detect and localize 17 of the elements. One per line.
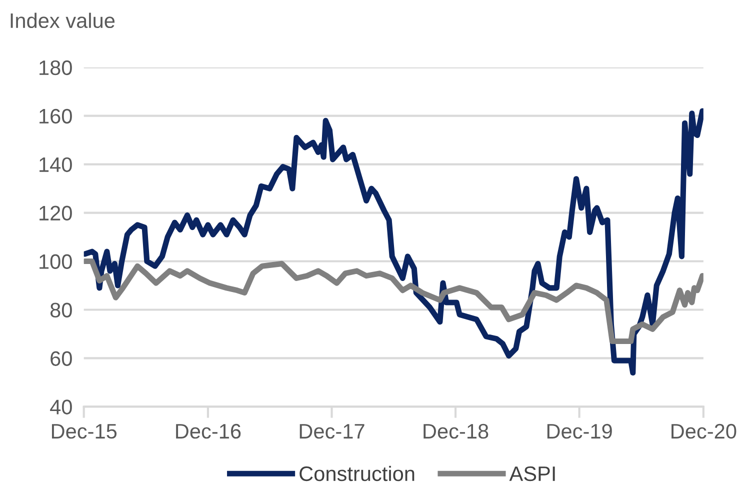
legend-label: Construction <box>300 466 414 482</box>
y-tick-label: 160 <box>40 108 72 124</box>
x-tick-label: Dec-18 <box>424 424 488 439</box>
x-tick-label: Dec-20 <box>672 424 736 439</box>
x-tick-label: Dec-19 <box>547 424 612 439</box>
x-tick-label: Dec-15 <box>52 424 117 439</box>
x-tick-label: Dec-17 <box>300 424 364 439</box>
y-tick-label: 120 <box>40 206 72 221</box>
y-tick-label: 180 <box>40 60 72 76</box>
y-tick-label: 60 <box>50 351 72 366</box>
y-tick-label: 80 <box>50 302 72 318</box>
y-tick-label: 100 <box>40 254 72 270</box>
y-tick-label: 40 <box>50 400 72 414</box>
legend-label: ASPI <box>509 466 555 482</box>
y-axis-title: Index value <box>10 12 115 28</box>
y-tick-label: 140 <box>40 157 72 172</box>
x-tick-label: Dec-16 <box>176 424 241 439</box>
